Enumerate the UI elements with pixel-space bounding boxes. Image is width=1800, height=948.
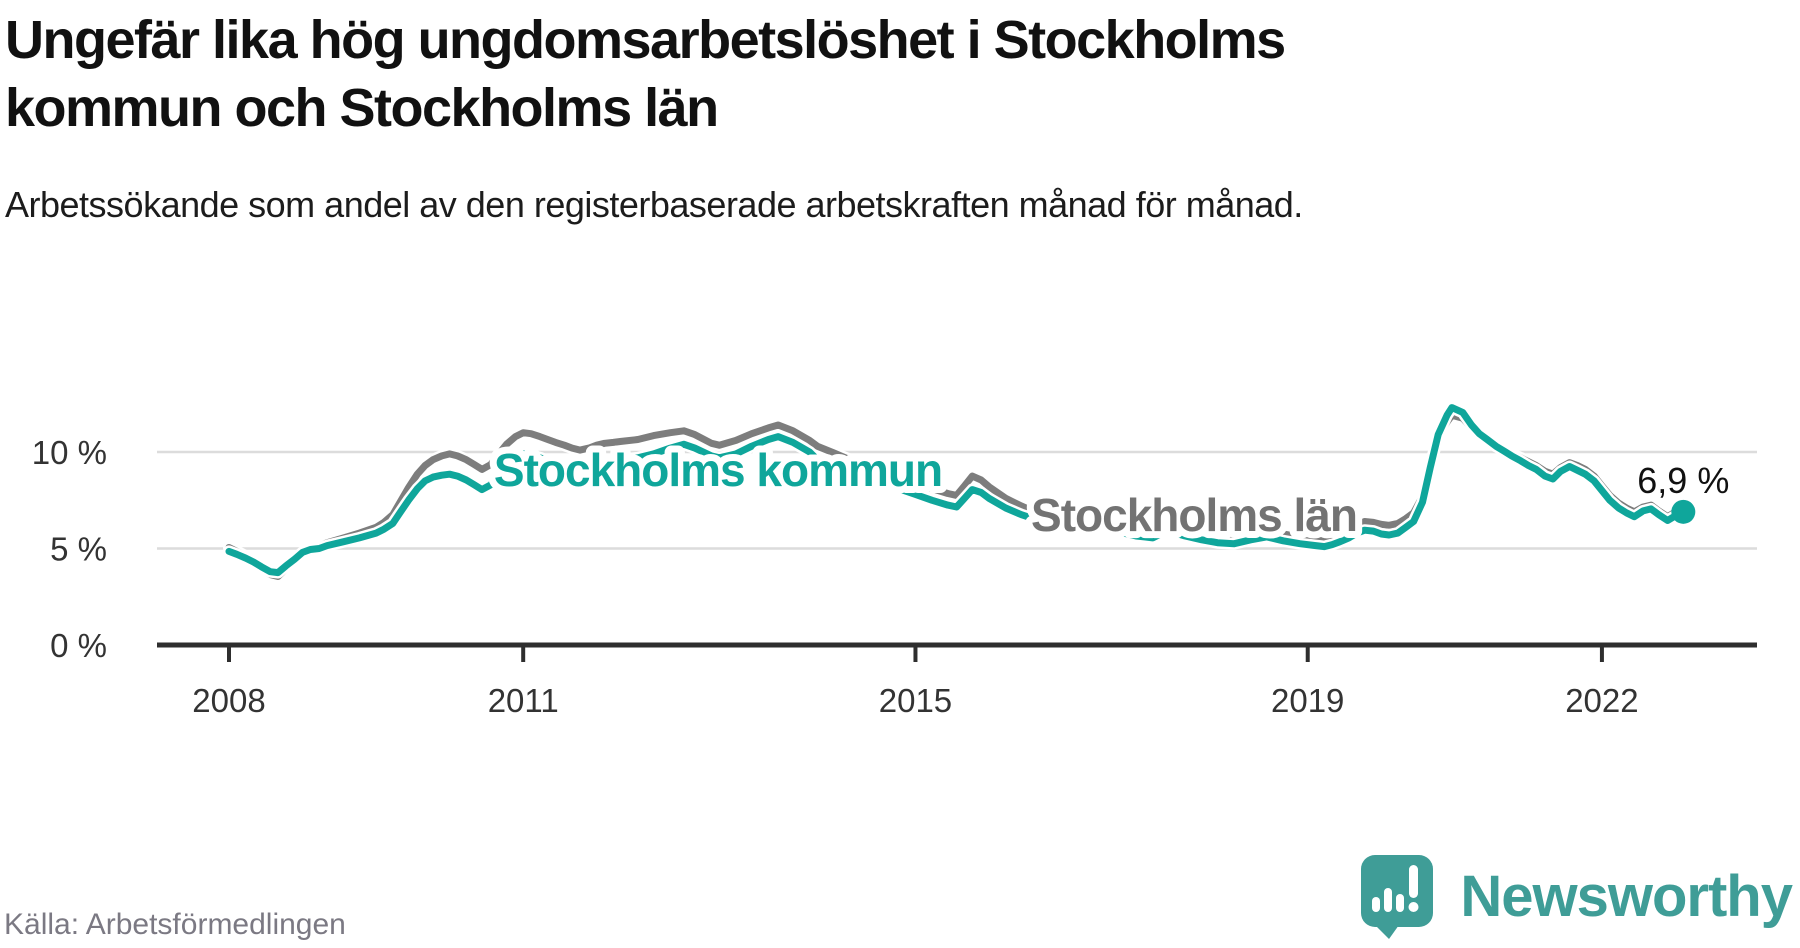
x-tick-label-2019: 2019 — [1271, 682, 1344, 719]
source-note: Källa: Arbetsförmedlingen — [4, 908, 346, 941]
series-line-1 — [225, 404, 1687, 577]
newsworthy-logo: Newsworthy — [1358, 852, 1793, 940]
latest-value-dot — [1671, 499, 1696, 524]
y-tick-label-0: 0 % — [50, 627, 107, 664]
x-tick-label-2011: 2011 — [488, 682, 559, 719]
x-tick-label-2008: 2008 — [192, 682, 265, 719]
page-subtitle: Arbetssökande som andel av den registerb… — [5, 184, 1303, 225]
series-line-0 — [225, 411, 1687, 580]
page-title: Ungefär lika hög ungdomsarbetslöshet i S… — [5, 10, 1286, 139]
newsworthy-logo-text: Newsworthy — [1460, 863, 1793, 929]
latest-value-label: 6,9 % — [1637, 460, 1729, 501]
x-tick-label-2015: 2015 — [879, 682, 952, 719]
newsworthy-logo-icon — [1361, 855, 1434, 939]
y-tick-label-10: 10 % — [32, 434, 107, 471]
series-label-1: Stockholms kommun — [494, 444, 942, 496]
x-tick-label-2022: 2022 — [1565, 682, 1638, 719]
y-tick-label-5: 5 % — [50, 531, 107, 568]
series-label-0: Stockholms län — [1031, 489, 1357, 541]
